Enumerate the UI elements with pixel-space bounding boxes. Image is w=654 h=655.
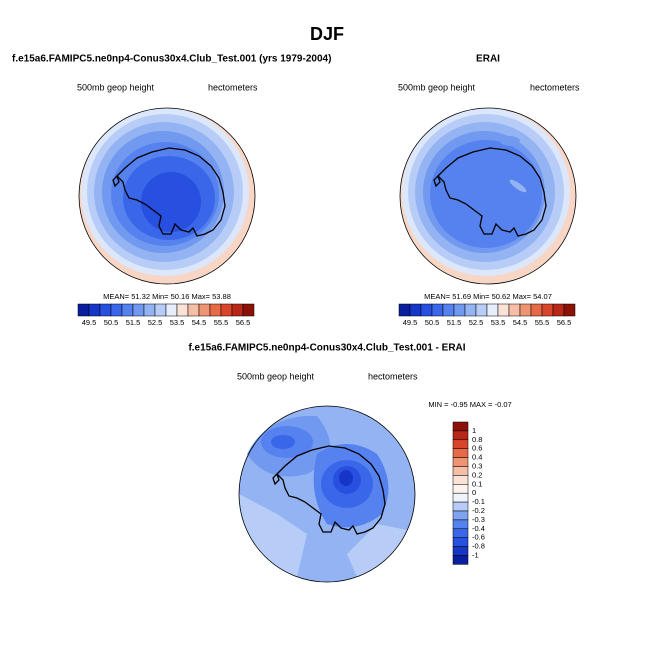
colorbar-box — [452, 421, 469, 432]
colorbar-box — [475, 303, 488, 317]
colorbar-box — [121, 303, 134, 317]
colorbar-box — [452, 484, 469, 494]
colorbar-label: 0.6 — [472, 444, 482, 453]
colorbar-box — [452, 439, 469, 449]
colorbar-box — [452, 537, 469, 547]
colorbar-box — [452, 466, 469, 476]
colorbar: 49.5 50.5 51.5 52.5 53.5 54.5 55.5 56.5 — [77, 303, 255, 327]
stats: MIN = -0.95 MAX = -0.07 — [428, 400, 511, 409]
colorbar-box — [452, 475, 469, 485]
map — [78, 107, 256, 285]
colorbar-box — [442, 303, 455, 317]
panel-title: f.e15a6.FAMIPC5.ne0np4-Conus30x4.Club_Te… — [12, 54, 331, 65]
colorbar-box — [143, 303, 156, 317]
colorbar-label: 0.2 — [472, 470, 482, 479]
colorbar-box — [409, 303, 422, 317]
colorbar-label: 56.5 — [557, 318, 572, 327]
colorbar-label: 51.5 — [126, 318, 141, 327]
colorbar-box — [154, 303, 167, 317]
colorbar-box — [497, 303, 510, 317]
colorbar-box — [187, 303, 200, 317]
colorbar-box — [132, 303, 145, 317]
colorbar-box — [486, 303, 499, 317]
panel-title: f.e15a6.FAMIPC5.ne0np4-Conus30x4.Club_Te… — [188, 343, 465, 354]
colorbar-label: 52.5 — [148, 318, 163, 327]
right-label: hectometers — [208, 82, 258, 92]
colorbar-label: 49.5 — [403, 318, 418, 327]
colorbar-label: 49.5 — [82, 318, 97, 327]
colorbar-box — [198, 303, 211, 317]
colorbar-label: -0.3 — [472, 515, 485, 524]
colorbar-label: 50.5 — [104, 318, 119, 327]
colorbar-box — [99, 303, 112, 317]
colorbar-label: 53.5 — [170, 318, 185, 327]
panel-title: ERAI — [476, 54, 500, 65]
colorbar-box — [452, 457, 469, 467]
colorbar-box — [77, 303, 90, 317]
colorbar-box — [431, 303, 444, 317]
colorbar-box — [452, 430, 469, 441]
colorbar-box — [453, 303, 466, 317]
colorbar-label: 1 — [472, 426, 476, 435]
colorbar-box — [552, 303, 565, 317]
colorbar-box — [452, 528, 469, 538]
colorbar: 49.5 50.5 51.5 52.5 53.5 54.5 55.5 56.5 — [398, 303, 576, 327]
colorbar: 10.80.60.40.30.20.10-0.1-0.2-0.3-0.4-0.6… — [452, 421, 485, 565]
colorbar-box — [464, 303, 477, 317]
colorbar-box — [398, 303, 411, 317]
colorbar-label: 54.5 — [192, 318, 207, 327]
figure-title: DJF — [310, 24, 344, 44]
colorbar-box — [452, 492, 469, 503]
colorbar-box — [452, 501, 469, 512]
colorbar-label: 51.5 — [447, 318, 462, 327]
colorbar-box — [519, 303, 532, 317]
colorbar-label: 55.5 — [535, 318, 550, 327]
colorbar-box — [220, 303, 233, 317]
colorbar-box — [452, 448, 469, 458]
colorbar-box — [165, 303, 178, 317]
left-label: 500mb geop height — [77, 82, 155, 92]
colorbar-label: 0.4 — [472, 453, 482, 462]
colorbar-label: -0.2 — [472, 506, 485, 515]
left-label: 500mb geop height — [398, 82, 476, 92]
colorbar-box — [452, 555, 469, 565]
colorbar-label: 55.5 — [214, 318, 229, 327]
colorbar-box — [176, 303, 189, 317]
colorbar-label: 0.8 — [472, 435, 482, 444]
colorbar-label: -0.8 — [472, 542, 485, 551]
colorbar-label: 0 — [472, 488, 476, 497]
colorbar-label: -0.6 — [472, 533, 485, 542]
map — [399, 107, 577, 285]
colorbar-box — [530, 303, 543, 317]
colorbar-label: -0.4 — [472, 524, 485, 533]
colorbar-box — [452, 510, 469, 521]
map — [238, 405, 416, 583]
colorbar-label: 53.5 — [491, 318, 506, 327]
colorbar-label: 0.1 — [472, 479, 482, 488]
colorbar-box — [231, 303, 244, 317]
stats: MEAN= 51.69 Min= 50.62 Max= 54.07 — [424, 292, 552, 301]
colorbar-box — [508, 303, 521, 317]
colorbar-box — [88, 303, 101, 317]
colorbar-box — [452, 519, 469, 530]
colorbar-box — [209, 303, 222, 317]
colorbar-label: 52.5 — [469, 318, 484, 327]
colorbar-label: 50.5 — [425, 318, 440, 327]
colorbar-box — [541, 303, 554, 317]
left-label: 500mb geop height — [237, 371, 315, 381]
right-label: hectometers — [368, 371, 418, 381]
right-label: hectometers — [530, 82, 580, 92]
colorbar-box — [242, 303, 255, 317]
colorbar-box — [110, 303, 123, 317]
colorbar-box — [563, 303, 576, 317]
colorbar-box — [452, 546, 469, 556]
colorbar-label: 56.5 — [236, 318, 251, 327]
stats: MEAN= 51.32 Min= 50.16 Max= 53.88 — [103, 292, 231, 301]
colorbar-box — [420, 303, 433, 317]
colorbar-label: -1 — [472, 550, 479, 559]
colorbar-label: 54.5 — [513, 318, 528, 327]
colorbar-label: -0.1 — [472, 497, 485, 506]
colorbar-label: 0.3 — [472, 461, 482, 470]
